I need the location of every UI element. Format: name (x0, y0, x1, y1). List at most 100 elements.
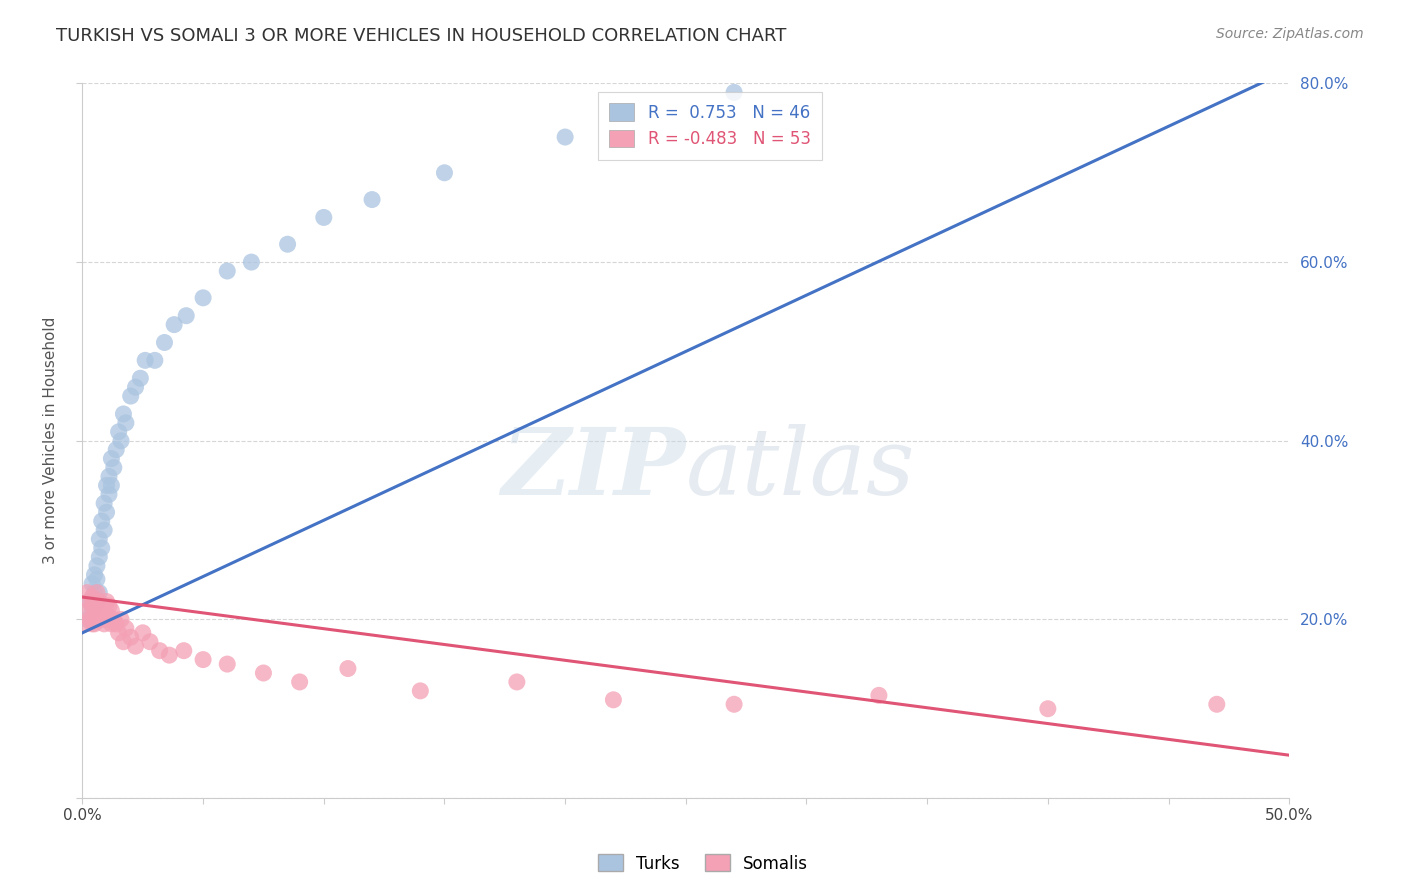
Point (110, 612, 132, 626)
Point (83, 599, 105, 613)
Point (89, 594, 111, 608)
Point (288, 675, 311, 690)
Point (83, 616, 105, 631)
Point (89, 585, 111, 599)
Point (277, 237, 299, 252)
Point (90, 514, 112, 528)
Point (129, 371, 152, 385)
Point (163, 318, 186, 332)
Point (76, 612, 98, 626)
Point (100, 616, 122, 631)
Point (96, 505, 118, 519)
Point (103, 612, 125, 626)
Point (191, 652, 214, 666)
Point (336, 661, 359, 675)
Point (86, 558, 108, 573)
Point (96, 607, 118, 622)
Point (83, 585, 105, 599)
Point (86, 594, 108, 608)
Point (90, 541, 112, 555)
Point (98, 487, 121, 501)
Point (93, 523, 115, 537)
Point (120, 389, 142, 403)
Legend: R =  0.753   N = 46, R = -0.483   N = 53: R = 0.753 N = 46, R = -0.483 N = 53 (598, 92, 823, 160)
Point (103, 460, 125, 475)
Point (83, 567, 105, 582)
Point (149, 643, 172, 657)
Point (112, 634, 135, 648)
Point (96, 478, 118, 492)
Point (1036, 702, 1059, 716)
Point (89, 549, 111, 564)
Point (107, 425, 129, 439)
Point (80, 616, 103, 631)
Point (83, 599, 105, 613)
Point (90, 607, 112, 622)
Point (361, 193, 384, 207)
Point (89, 603, 111, 617)
Point (110, 434, 132, 448)
Point (79, 594, 101, 608)
Y-axis label: 3 or more Vehicles in Household: 3 or more Vehicles in Household (44, 317, 58, 565)
Point (98, 469, 121, 483)
Point (124, 380, 146, 394)
Text: TURKISH VS SOMALI 3 OR MORE VEHICLES IN HOUSEHOLD CORRELATION CHART: TURKISH VS SOMALI 3 OR MORE VEHICLES IN … (56, 27, 786, 45)
Point (86, 572, 108, 586)
Point (93, 616, 115, 631)
Point (73, 616, 96, 631)
Point (868, 689, 890, 703)
Point (76, 585, 98, 599)
Point (100, 478, 122, 492)
Point (90, 599, 112, 613)
Point (240, 255, 263, 269)
Point (80, 576, 103, 591)
Point (134, 353, 156, 368)
Point (89, 532, 111, 546)
Point (554, 130, 576, 145)
Point (115, 621, 138, 635)
Point (217, 264, 239, 278)
Point (174, 309, 197, 323)
Point (173, 643, 195, 657)
Point (312, 211, 335, 225)
Point (602, 693, 624, 707)
Point (506, 675, 529, 690)
Point (80, 590, 103, 604)
Point (80, 603, 103, 617)
Point (80, 599, 103, 613)
Point (1205, 698, 1227, 712)
Point (96, 594, 118, 608)
Point (124, 639, 146, 653)
Point (86, 607, 108, 622)
Point (252, 665, 274, 680)
Point (79, 594, 101, 608)
Point (93, 496, 115, 510)
Point (153, 335, 176, 350)
Point (723, 86, 745, 100)
Point (93, 599, 115, 613)
Point (105, 442, 128, 457)
Text: atlas: atlas (686, 425, 915, 515)
Legend: Turks, Somalis: Turks, Somalis (591, 847, 815, 880)
Point (93, 612, 115, 626)
Point (86, 594, 108, 608)
Point (76, 603, 98, 617)
Point (143, 353, 166, 368)
Text: Source: ZipAtlas.com: Source: ZipAtlas.com (1216, 27, 1364, 41)
Point (105, 616, 128, 631)
Point (98, 599, 121, 613)
Point (723, 698, 745, 712)
Point (112, 407, 135, 421)
Point (120, 630, 142, 644)
Point (98, 612, 121, 626)
Point (433, 166, 456, 180)
Point (409, 684, 432, 698)
Point (83, 607, 105, 622)
Point (100, 451, 122, 466)
Point (79, 612, 101, 626)
Text: ZIP: ZIP (502, 425, 686, 515)
Point (89, 612, 111, 626)
Point (139, 634, 162, 648)
Point (132, 625, 155, 640)
Point (191, 291, 214, 305)
